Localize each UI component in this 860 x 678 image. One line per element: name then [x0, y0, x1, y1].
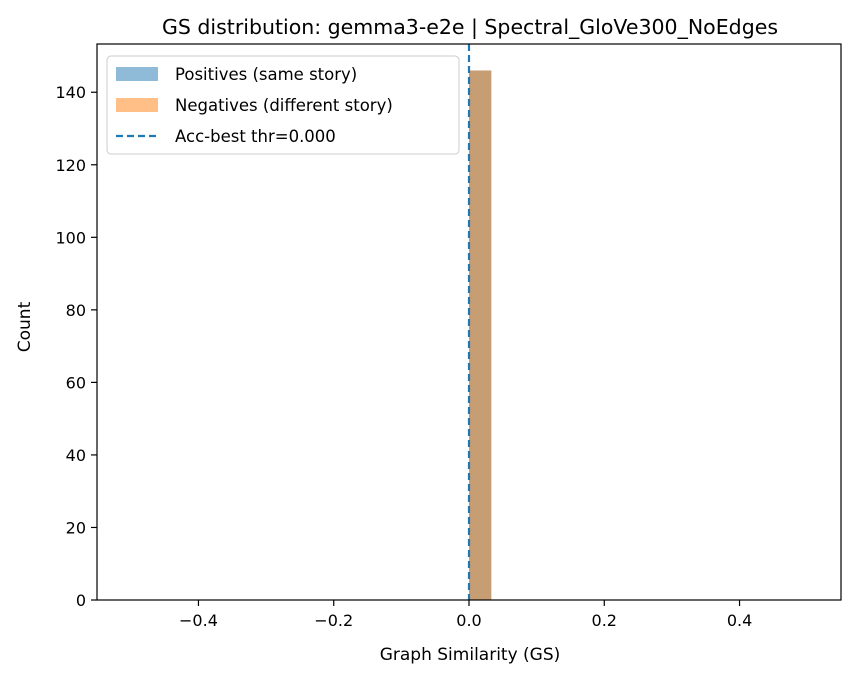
legend-label: Acc-best thr=0.000: [175, 127, 336, 146]
x-axis-label: Graph Similarity (GS): [380, 645, 561, 665]
y-tick-label: 100: [55, 228, 86, 247]
x-tick-label: 0.4: [727, 611, 752, 630]
x-tick-label: 0.0: [456, 611, 481, 630]
legend-swatch: [116, 67, 158, 81]
y-tick-label: 80: [66, 301, 86, 320]
y-tick-label: 0: [76, 591, 86, 610]
histogram-bar: [469, 70, 492, 600]
axes-frame: [96, 43, 842, 601]
legend-label: Negatives (different story): [175, 96, 393, 115]
y-tick-label: 140: [55, 83, 86, 102]
y-tick-label: 120: [55, 156, 86, 175]
x-tick-label: −0.2: [314, 611, 353, 630]
plot-area: [467, 44, 492, 600]
chart-title: GS distribution: gemma3-e2e | Spectral_G…: [162, 15, 778, 40]
y-tick-label: 40: [66, 446, 86, 465]
y-tick-label: 60: [66, 373, 86, 392]
legend-frame: [106, 55, 460, 155]
y-axis-label: Count: [15, 301, 35, 352]
legend-label: Positives (same story): [175, 65, 357, 84]
x-axis: −0.4 −0.2 0.0 0.2 0.4: [179, 600, 752, 630]
legend: Positives (same story) Negatives (differe…: [106, 55, 460, 155]
x-tick-label: 0.2: [592, 611, 617, 630]
legend-swatch: [116, 98, 158, 112]
y-axis: 0 20 40 60 80 100 120 140: [55, 83, 97, 610]
x-tick-label: −0.4: [179, 611, 218, 630]
y-tick-label: 20: [66, 518, 86, 537]
